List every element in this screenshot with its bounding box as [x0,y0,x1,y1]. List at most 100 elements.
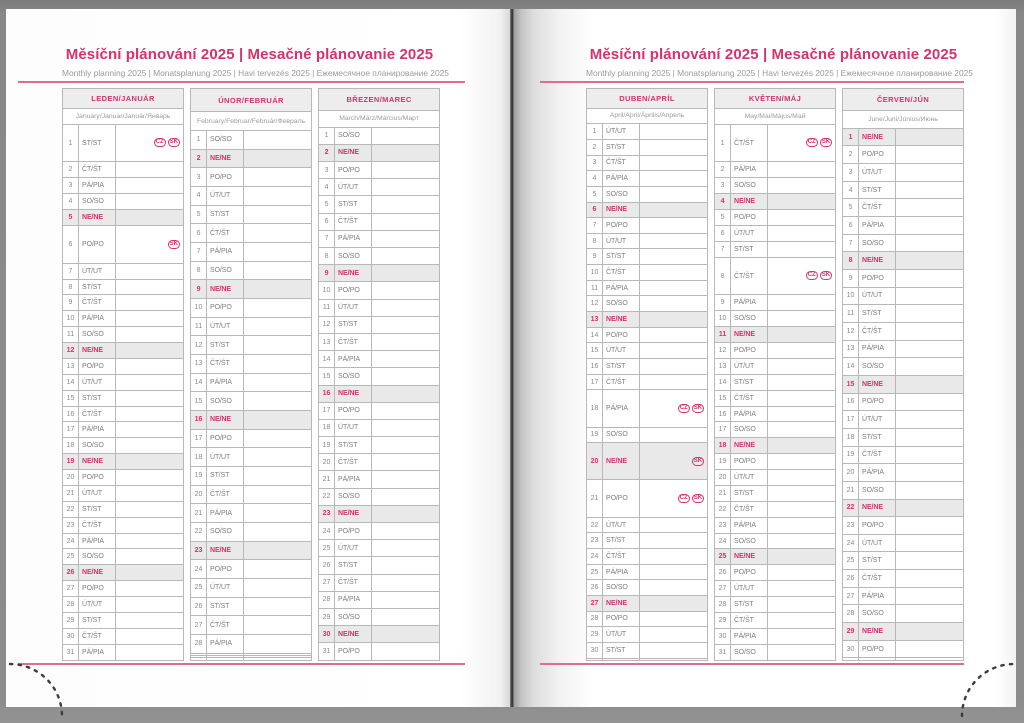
month-languages-row: February/Februar/Február/Февраль [190,111,313,132]
month-table-6: ČERVEN/JÚN June/Juni/Június/Июнь 1 NE/NE 2 PO… [842,87,965,661]
month-name: LEDEN/JANUÁR [61,88,185,109]
day-number: 18 [586,389,603,428]
day-row: 31 PÁ/PIA [62,643,185,662]
day-number: 29 [842,622,860,641]
day-number: 12 [190,335,208,356]
notes-cell [895,286,965,306]
day-number: 21 [318,470,336,489]
day-row: 9 ST/ST [586,248,709,266]
day-number: 3 [842,163,860,182]
day-row: 6 ČT/ŠT [318,212,441,231]
day-row: 12 NE/NE [62,342,185,359]
notes-cell [895,216,965,235]
day-number: 11 [842,304,860,323]
day-number: 11 [190,316,208,337]
day-abbreviation: SO/SO [334,487,373,506]
day-abbreviation: ČT/ŠT [858,321,897,341]
day-number: 13 [62,357,79,375]
holiday-badge-sk-icon: SK [691,493,705,503]
day-row: 8 ČT/ŠT CZ SK [714,256,837,296]
day-number: 7 [842,233,860,253]
month-languages: February/Februar/Február/Февраль [190,111,313,132]
day-row: 24 SO/SO [714,532,837,550]
day-abbreviation: NE/NE [206,410,245,430]
month-languages: January/Januar/Január/Январь [61,107,185,125]
day-row: 29 ST/ST [62,611,185,629]
notes-cell [895,233,965,253]
day-number: 30 [586,641,603,659]
day-row: 2 PÁ/PIA [714,161,837,179]
month-name: DUBEN/APRÍL [585,88,709,109]
notes-cell [638,548,709,565]
day-abbreviation: PÁ/PIA [730,294,769,312]
day-abbreviation: ÚT/UT [206,316,245,337]
day-number: 21 [62,484,79,502]
day-number: 23 [842,516,860,535]
day-row: 18 SO/SO [62,437,185,455]
day-abbreviation: PÁ/PIA [602,563,640,581]
day-abbreviation: ST/ST [730,373,769,391]
notes-cell [767,643,837,662]
day-abbreviation: ÚT/UT [206,447,245,468]
day-abbreviation: SO/SO [334,126,373,145]
notes-cell [895,622,965,641]
notes-cell [371,315,441,334]
day-row: 16 PO/PO [842,392,965,412]
day-row: 3 ČT/ŠT [586,154,709,172]
notes-cell [371,556,441,575]
day-abbreviation: PO/PO [602,217,640,234]
notes-cell [114,453,185,471]
notes-cell [114,484,185,502]
page-left: Měsíční plánování 2025 | Mesačné plánova… [6,9,510,707]
notes-cell [114,469,185,486]
day-row: 14 PÁ/PIA [318,350,441,369]
day-number: 27 [842,586,860,606]
notes-cell [767,548,837,566]
holiday-badge-sk-icon: SK [819,271,833,281]
day-number: 12 [586,295,603,313]
day-abbreviation: ST/ST [334,195,373,214]
notes-cell [114,580,185,598]
day-number: 3 [714,177,732,195]
day-row: 7 SO/SO [842,233,965,253]
day-abbreviation: PÁ/PIA [730,627,769,645]
day-row: 18 ST/ST [842,427,965,447]
day-abbreviation: NE/NE [206,540,245,561]
notes-cell: CZ SK [638,389,709,428]
day-number: 22 [586,516,603,534]
day-abbreviation: PO/PO [78,224,116,264]
day-number: 11 [318,298,336,317]
day-row: 25 SO/SO [62,548,185,566]
day-number: 28 [62,596,79,613]
day-row: 4 ÚT/UT [190,186,313,206]
day-abbreviation: PO/PO [206,298,245,318]
day-row: 13 PÁ/PIA [842,339,965,359]
day-row: 24 PO/PO [190,559,313,580]
holiday-badge-sk-icon: SK [819,138,833,148]
notes-cell [371,401,441,420]
day-abbreviation: PÁ/PIA [78,532,116,550]
day-abbreviation: ČT/ŠT [334,332,373,352]
day-row: 8 NE/NE [842,251,965,270]
notes-cell [243,167,313,188]
day-abbreviation: NE/NE [78,453,116,471]
month-languages-row: June/Juni/Június/Июнь [842,110,965,129]
day-number: 31 [714,643,732,662]
day-number: 3 [190,167,208,188]
notes-cell [638,154,709,172]
month-name: BŘEZEN/MAREC [318,88,441,111]
day-number: 22 [842,498,860,518]
day-number: 10 [842,286,860,306]
day-abbreviation: PO/PO [858,516,897,535]
day-abbreviation: PÁ/PIA [602,170,640,187]
notes-cell [371,281,441,300]
day-abbreviation: ÚT/UT [78,262,116,280]
month-header-row: BŘEZEN/MAREC [318,88,441,111]
holiday-badge-sk-icon: SK [691,456,705,466]
day-row: 19 NE/NE [62,453,185,471]
notes-cell [895,586,965,606]
day-abbreviation: PÁ/PIA [730,161,769,179]
notes-cell [767,437,837,455]
day-row: 12 SO/SO [586,295,709,313]
notes-cell [243,484,313,505]
